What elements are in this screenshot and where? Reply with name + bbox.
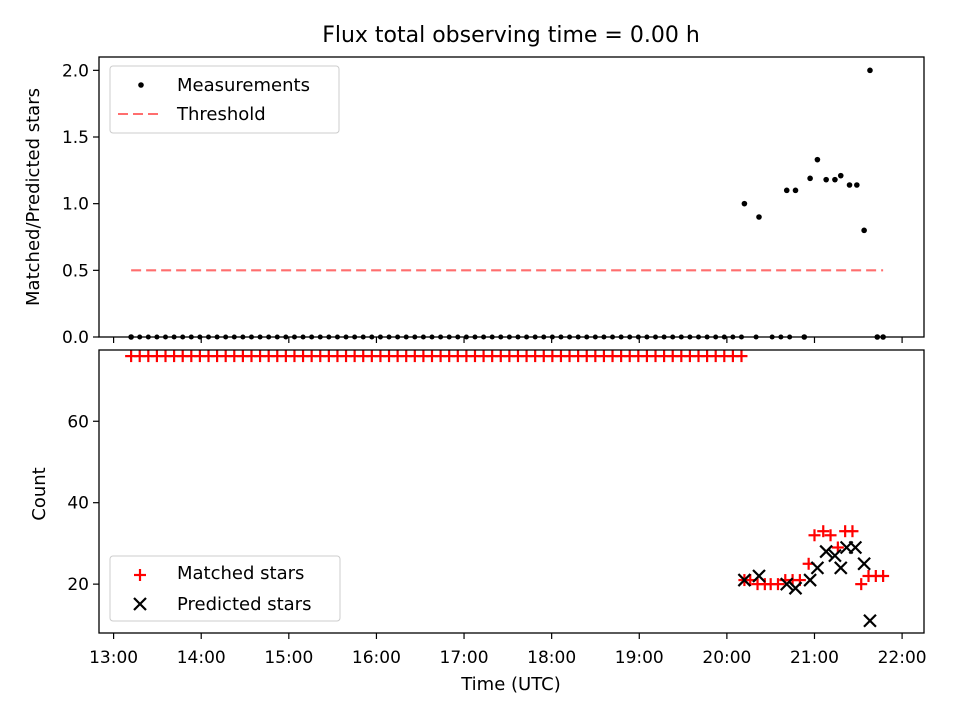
x-tick-label: 18:00 bbox=[527, 648, 576, 668]
count-y-tick-label: 60 bbox=[67, 412, 89, 432]
measurement-point bbox=[861, 227, 867, 234]
measurements-legend-marker bbox=[138, 82, 144, 88]
x-b bbox=[828, 548, 842, 563]
measurement-point bbox=[846, 182, 853, 188]
x-b bbox=[863, 614, 877, 628]
ratio-y-tick-label: 2.0 bbox=[62, 61, 89, 81]
x-tick-label: 21:00 bbox=[790, 648, 839, 668]
predicted-star-point bbox=[833, 561, 848, 575]
chart-title: Flux total observing time = 0.00 h bbox=[322, 23, 700, 48]
ratio-y-tick-label: 1.0 bbox=[62, 195, 89, 215]
measurement-point bbox=[854, 182, 860, 188]
x-axis-label: Time (UTC) bbox=[460, 674, 561, 695]
x-tick-label: 17:00 bbox=[440, 648, 489, 668]
count-panel-frame bbox=[98, 349, 925, 634]
count-x-ticks: 13:00 14:00 15:00 16:00 17:00 18:00 19:00 20:00… bbox=[89, 633, 927, 668]
x-b bbox=[819, 544, 833, 559]
matched-legend-marker bbox=[134, 569, 146, 581]
count-legend: Matched stars Predicted stars bbox=[109, 555, 341, 622]
ratio-panel-frame bbox=[98, 56, 925, 338]
x-b bbox=[810, 561, 825, 575]
matched-star-point bbox=[877, 569, 890, 582]
predicted-star-point bbox=[857, 556, 871, 571]
measurement-point bbox=[832, 176, 838, 183]
matched-star-point bbox=[771, 578, 784, 591]
count-legend-box bbox=[109, 555, 341, 622]
x-tick-label: 15:00 bbox=[264, 648, 313, 668]
x-b bbox=[833, 561, 848, 575]
predicted-star-point bbox=[848, 540, 863, 555]
predicted-star-point bbox=[788, 581, 803, 595]
matched-star-point bbox=[817, 525, 830, 538]
measurement-point bbox=[792, 187, 799, 194]
x-b bbox=[848, 540, 863, 555]
predicted-star-point bbox=[752, 569, 766, 583]
predicted-star-point bbox=[803, 573, 817, 587]
measurement-point bbox=[783, 187, 790, 194]
measurement-point bbox=[814, 156, 821, 163]
x-b bbox=[788, 581, 803, 595]
predicted-star-point bbox=[863, 614, 877, 628]
count-y-tick-label: 20 bbox=[67, 575, 89, 595]
threshold-legend-label: Threshold bbox=[176, 104, 266, 125]
ratio-legend: Measurements Threshold bbox=[109, 65, 340, 134]
count-y-axis-label: Count bbox=[29, 467, 50, 520]
x-b bbox=[779, 577, 794, 591]
ratio-panel: Flux total observing time = 0.00 h Match… bbox=[23, 23, 925, 348]
measurement-point bbox=[807, 175, 813, 182]
predicted-star-point bbox=[737, 573, 752, 587]
x-b bbox=[857, 556, 871, 571]
ratio-y-tick-label: 1.5 bbox=[62, 128, 89, 148]
measurement-point bbox=[837, 172, 844, 179]
x-tick-label: 16:00 bbox=[352, 648, 401, 668]
matched-star-point bbox=[846, 525, 859, 538]
ratio-x-ticks bbox=[113, 337, 903, 343]
predicted-legend-label: Predicted stars bbox=[177, 594, 311, 615]
predicted-legend-marker bbox=[133, 597, 147, 611]
x-tick-label: 22:00 bbox=[878, 648, 927, 668]
x-tick-label: 20:00 bbox=[702, 648, 751, 668]
ratio-y-axis-label: Matched/Predicted stars bbox=[23, 88, 44, 306]
measurements-legend-label: Measurements bbox=[177, 75, 310, 96]
ratio-y-ticks: 0.0 0.5 1.0 1.5 2.0 bbox=[62, 61, 99, 348]
measurement-point bbox=[756, 214, 762, 220]
count-y-ticks: 20 40 60 bbox=[67, 412, 99, 595]
predicted-star-point bbox=[810, 561, 825, 575]
predicted-star-point bbox=[779, 577, 794, 591]
ratio-y-tick-label: 0.0 bbox=[62, 328, 89, 348]
matched-star-point bbox=[808, 529, 821, 542]
ratio-panel-marks bbox=[128, 67, 886, 340]
x-tick-label: 13:00 bbox=[89, 648, 138, 668]
count-y-tick-label: 40 bbox=[67, 494, 89, 514]
x-b bbox=[752, 569, 766, 583]
x-b bbox=[803, 573, 817, 587]
matched-star-point bbox=[735, 350, 748, 363]
measurement-point bbox=[867, 67, 873, 74]
count-panel-marks bbox=[125, 350, 890, 628]
ratio-y-tick-label: 0.5 bbox=[62, 261, 89, 281]
x-b bbox=[737, 573, 752, 587]
x-tick-label: 19:00 bbox=[615, 648, 664, 668]
matched-legend-label: Matched stars bbox=[177, 563, 304, 584]
measurement-point bbox=[823, 176, 829, 183]
measurement-point bbox=[741, 200, 748, 207]
predicted-star-point bbox=[828, 548, 842, 563]
x-tick-label: 14:00 bbox=[177, 648, 226, 668]
matched-star-point bbox=[824, 529, 837, 542]
predicted-star-point bbox=[819, 544, 833, 559]
ratio-legend-box bbox=[109, 65, 340, 134]
matched-star-point bbox=[855, 578, 868, 591]
